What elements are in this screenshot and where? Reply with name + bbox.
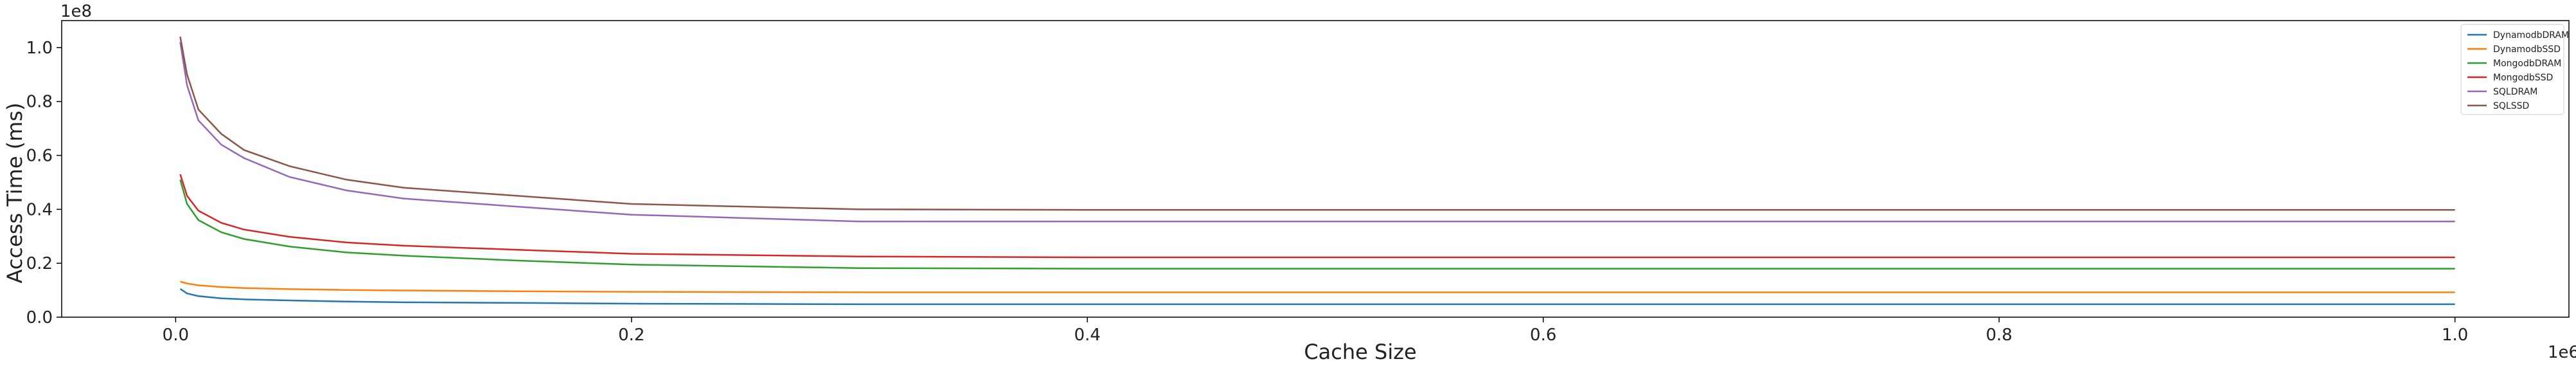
legend-entry: SQLSSD: [2493, 101, 2529, 111]
legend-entry: SQLDRAM: [2493, 87, 2537, 97]
x-tick-label: 1.0: [2442, 326, 2468, 345]
series-lines: [179, 36, 2455, 306]
y-tick-label: 0.6: [26, 147, 53, 166]
plot-frame: [61, 20, 2570, 318]
x-tick-label: 0.6: [1530, 326, 1556, 345]
y-axis-label: Access Time (ms): [3, 102, 27, 283]
y-tick-label: 0.4: [26, 200, 53, 219]
y-axis: 0.0 0.2 0.4 0.6 0.8 1.0: [26, 39, 62, 327]
x-axis-offset-label: 1e6: [2548, 343, 2576, 362]
x-axis: 0.0 0.2 0.4 0.6 0.8 1.0: [163, 317, 2468, 345]
legend-entry: DynamodbDRAM: [2493, 30, 2569, 41]
x-axis-label: Cache Size: [1304, 340, 1416, 364]
legend-entry: DynamodbSSD: [2493, 44, 2561, 55]
series-line-dynamodbssd: [180, 281, 2455, 293]
legend: DynamodbDRAM DynamodbSSD MongodbDRAM Mongod…: [2460, 24, 2569, 115]
y-tick-label: 0.2: [26, 254, 53, 273]
x-tick-label: 0.8: [1986, 326, 2012, 345]
x-tick-label: 0.2: [618, 326, 644, 345]
y-axis-offset-label: 1e8: [60, 2, 92, 21]
y-tick-label: 1.0: [26, 39, 53, 58]
series-line-sqldram: [179, 42, 2455, 223]
y-tick-label: 0.8: [26, 93, 53, 112]
series-line-mongodbssd: [179, 174, 2455, 259]
x-tick-label: 0.0: [163, 326, 189, 345]
plot-area: [61, 20, 2570, 318]
y-tick-label: 0.0: [26, 308, 53, 327]
series-line-mongodbdram: [179, 179, 2455, 270]
x-tick-label: 0.4: [1074, 326, 1101, 345]
legend-entry: MongodbSSD: [2493, 73, 2553, 83]
series-line-dynamodbdram: [179, 288, 2455, 306]
series-line-sqlssd: [179, 36, 2455, 211]
legend-entry: MongodbDRAM: [2493, 59, 2561, 69]
